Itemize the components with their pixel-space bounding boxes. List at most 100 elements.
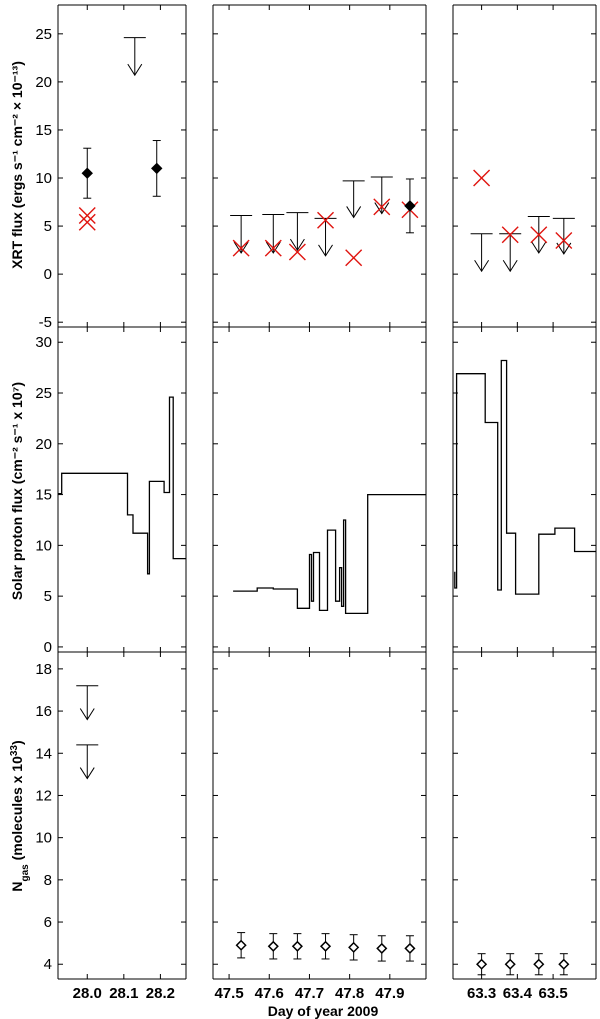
data-point-diamond <box>319 940 332 952</box>
xrt-upper-limit <box>552 217 575 255</box>
x-label: Day of year 2009 <box>268 1003 379 1019</box>
upper-limit-arrowhead <box>79 767 95 780</box>
x-tick-label: 47.6 <box>255 985 284 1002</box>
ngas-detection <box>504 953 516 976</box>
data-point-diamond <box>376 942 388 954</box>
cross-stroke <box>555 231 573 249</box>
xrt-model-cross <box>473 169 491 187</box>
y-tick-label-ngas: 14 <box>35 745 52 762</box>
panel-xrt-0 <box>57 4 187 328</box>
y-tick-label-proton: 25 <box>35 385 52 402</box>
y-label-ngas-text: Ngas (molecules x 1033) <box>9 740 31 891</box>
cross-stroke <box>317 211 335 229</box>
upper-limit-arrowhead <box>318 244 333 257</box>
y-label-ngas-end: ) <box>9 740 25 745</box>
y-tick-label-xrt: 10 <box>35 170 52 187</box>
xrt-model-cross <box>264 239 282 257</box>
ngas-detection <box>319 933 332 960</box>
xrt-model-cross <box>288 243 306 261</box>
ngas-detection <box>476 953 488 976</box>
cross-stroke <box>473 169 491 187</box>
cross-stroke <box>264 239 282 257</box>
y-tick-label-xrt: 25 <box>35 26 52 43</box>
data-point-diamond <box>348 941 360 953</box>
upper-limit-arrowhead <box>79 708 95 721</box>
xrt-upper-limit <box>230 215 253 254</box>
ngas-detection <box>348 934 360 961</box>
panel-xrt-1 <box>212 4 427 328</box>
xrt-model-cross <box>530 226 548 244</box>
y-label-proton-text: Solar proton flux (cm⁻² s⁻¹ x 10⁷) <box>9 382 25 600</box>
y-tick-label-ngas: 12 <box>35 787 52 804</box>
x-tick-label: 63.4 <box>503 985 533 1002</box>
x-tick-label: 63.3 <box>467 985 496 1002</box>
ngas-detection <box>376 935 388 962</box>
data-point-diamond <box>504 958 516 970</box>
xrt-model-cross <box>232 239 250 257</box>
xrt-upper-limit <box>470 233 493 273</box>
cross-stroke <box>78 207 96 224</box>
xrt-model-cross <box>317 211 335 229</box>
cross-stroke <box>530 226 548 244</box>
data-point-diamond <box>291 940 303 952</box>
y-tick-label-xrt: 0 <box>44 266 52 283</box>
panel-proton-1 <box>212 326 427 653</box>
x-tick-label: 47.5 <box>214 985 243 1002</box>
x-tick-label: 47.9 <box>375 985 404 1002</box>
y-tick-label-ngas: 10 <box>35 830 52 847</box>
upper-limit-arrowhead <box>233 241 249 254</box>
y-tick-label-proton: 15 <box>35 487 52 504</box>
y-label-proton: Solar proton flux (cm⁻² s⁻¹ x 10⁷) <box>9 382 25 600</box>
x-tick-label: 47.7 <box>295 985 324 1002</box>
ngas-upper-limit <box>76 685 99 721</box>
data-point-diamond <box>81 167 93 179</box>
cross-stroke <box>501 226 519 244</box>
ngas-upper-limit <box>76 744 99 780</box>
y-label-ngas-sub: gas <box>20 864 31 882</box>
upper-limit-arrowhead <box>556 242 572 255</box>
y-tick-label-proton: 10 <box>35 537 52 554</box>
y-tick-label-ngas: 16 <box>35 703 52 720</box>
plot-layer: 25 20 15 10 5 0 -5 30 25 20 15 10 5 0 18 16 14 12 10 8 6 4 28.… <box>35 4 597 1002</box>
data-point-diamond <box>151 162 163 175</box>
y-tick-label-ngas: 4 <box>44 956 52 973</box>
y-label-ngas: Ngas (molecules x 1033) <box>9 740 31 891</box>
xrt-model-cross <box>555 231 573 249</box>
xrt-model-cross <box>345 249 363 267</box>
data-point-diamond <box>404 200 416 212</box>
panel-ngas-2 <box>452 651 597 980</box>
cross-stroke <box>78 213 96 231</box>
ngas-detection <box>291 933 303 960</box>
y-tick-label-proton: 20 <box>35 436 52 453</box>
upper-limit-arrowhead <box>289 238 305 252</box>
ngas-detection <box>558 953 570 976</box>
xrt-upper-limit <box>262 214 285 254</box>
y-tick-label-proton: 0 <box>44 639 52 656</box>
cross-stroke <box>232 239 250 257</box>
ngas-detection <box>404 935 416 962</box>
cross-stroke <box>345 249 363 267</box>
xrt-detection <box>151 140 163 197</box>
cross-stroke <box>373 198 391 216</box>
y-tick-label-xrt: 15 <box>35 122 52 139</box>
data-point-diamond <box>404 942 416 954</box>
y-label-ngas-sup: 33 <box>9 745 20 757</box>
y-tick-label-xrt: -5 <box>39 314 52 331</box>
xrt-upper-limit <box>370 176 393 215</box>
y-label-ngas-main: N <box>9 882 25 892</box>
upper-limit-arrowhead <box>127 63 143 77</box>
panel-proton-2 <box>452 326 597 653</box>
y-label-xrt: XRT flux (ergs s⁻¹ cm⁻² × 10⁻¹³) <box>9 61 25 269</box>
y-label-ngas-rest: (molecules x 10 <box>9 756 25 864</box>
upper-limit-arrowhead <box>374 202 390 215</box>
x-tick-label: 47.8 <box>335 985 364 1002</box>
xrt-detection <box>81 147 93 199</box>
x-tick-label: 63.5 <box>538 985 567 1002</box>
upper-limit-arrowhead <box>346 206 362 219</box>
y-tick-label-ngas: 6 <box>44 914 52 931</box>
upper-limit-arrowhead <box>474 259 490 273</box>
data-point-diamond <box>476 958 488 970</box>
xrt-model-cross <box>373 198 391 216</box>
xrt-detection <box>404 178 416 234</box>
